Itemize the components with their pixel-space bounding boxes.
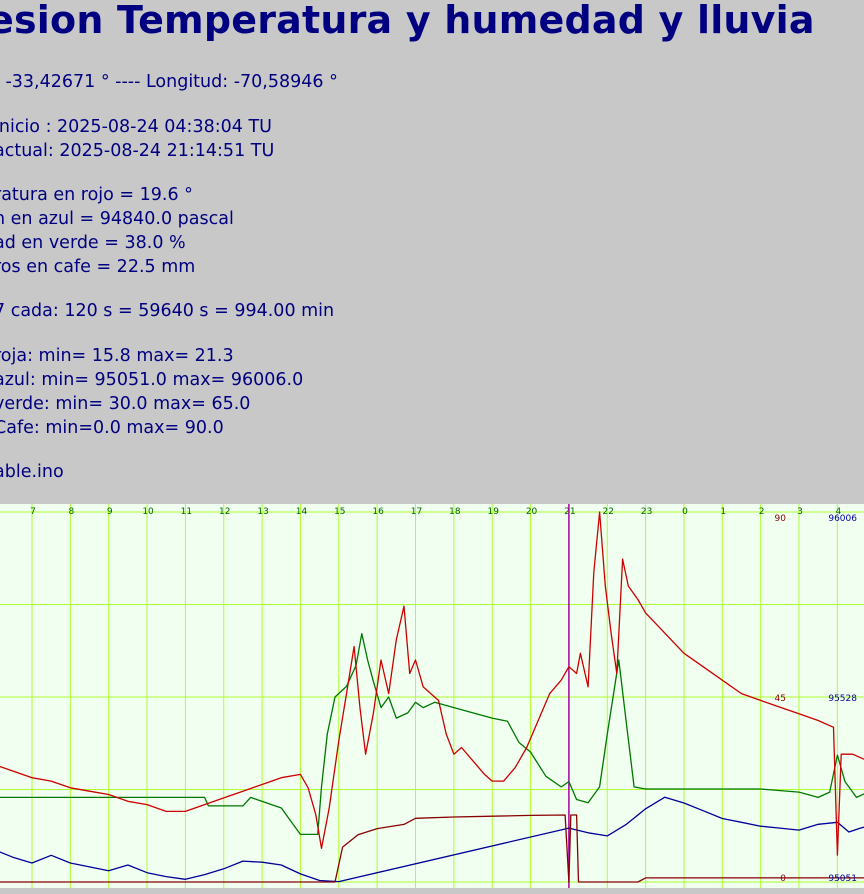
temperature-reading: ratura en rojo = 19.6 ° bbox=[0, 185, 193, 205]
lluvia-series-line bbox=[0, 814, 864, 883]
hour-tick-label: 17 bbox=[411, 507, 422, 517]
blue-range-line: azul: min= 95051.0 max= 96006.0 bbox=[0, 370, 304, 390]
hour-tick-label: 4 bbox=[835, 507, 841, 517]
coordinates-line: : -33,42671 ° ---- Longitud: -70,58946 ° bbox=[0, 72, 338, 92]
hour-tick-label: 9 bbox=[107, 507, 113, 517]
pressure-scale-label: 95051 bbox=[828, 874, 857, 884]
right-scale-label: 0 bbox=[780, 874, 786, 884]
green-range-line: verde: min= 30.0 max= 65.0 bbox=[0, 394, 251, 414]
presion-series-line bbox=[0, 796, 864, 883]
red-range-line: roja: min= 15.8 max= 21.3 bbox=[0, 346, 234, 366]
sample-interval-line: 7 cada: 120 s = 59640 s = 994.00 min bbox=[0, 301, 335, 321]
hour-tick-label: 14 bbox=[296, 507, 308, 517]
pressure-scale-label: 95528 bbox=[828, 694, 857, 704]
pressure-scale-label: 96006 bbox=[828, 514, 857, 524]
hour-tick-label: 3 bbox=[797, 507, 803, 517]
cafe-range-line: Cafe: min=0.0 max= 90.0 bbox=[0, 418, 224, 438]
hour-tick-label: 11 bbox=[181, 507, 192, 517]
plot-background bbox=[0, 504, 864, 888]
pressure-reading: n en azul = 94840.0 pascal bbox=[0, 209, 234, 229]
weather-chart: 7 8 9 10 11 12 13 14 15 16 17 18 19 20 21 22 23 0 1 2 3 49045… bbox=[0, 504, 864, 888]
hour-tick-label: 8 bbox=[68, 507, 74, 517]
page-title: esion Temperatura y humedad y lluvia bbox=[0, 0, 815, 42]
hour-tick-label: 16 bbox=[372, 507, 384, 517]
hour-tick-label: 1 bbox=[720, 507, 726, 517]
rain-reading: ros en cafe = 22.5 mm bbox=[0, 257, 196, 277]
hour-tick-label: 20 bbox=[526, 507, 538, 517]
hour-tick-label: 19 bbox=[487, 507, 499, 517]
hour-tick-label: 15 bbox=[334, 507, 345, 517]
temperatura-series-line bbox=[0, 511, 864, 856]
hour-tick-label: 2 bbox=[759, 507, 765, 517]
hour-tick-label: 18 bbox=[449, 507, 461, 517]
source-file-line: able.ino bbox=[0, 462, 64, 482]
hour-tick-label: 21 bbox=[564, 507, 575, 517]
current-time-line: actual: 2025-08-24 21:14:51 TU bbox=[0, 141, 275, 161]
right-scale-label: 45 bbox=[775, 694, 786, 704]
hour-tick-label: 12 bbox=[219, 507, 230, 517]
hour-tick-label: 7 bbox=[30, 507, 36, 517]
hour-tick-label: 23 bbox=[641, 507, 652, 517]
hour-tick-label: 0 bbox=[682, 507, 688, 517]
humidity-reading: ad en verde = 38.0 % bbox=[0, 233, 186, 253]
humedad-series-line bbox=[0, 632, 864, 836]
start-time-line: inicio : 2025-08-24 04:38:04 TU bbox=[0, 117, 272, 137]
hour-tick-label: 10 bbox=[142, 507, 154, 517]
right-scale-label: 90 bbox=[775, 514, 787, 524]
hour-tick-label: 22 bbox=[603, 507, 614, 517]
hour-tick-label: 13 bbox=[257, 507, 268, 517]
